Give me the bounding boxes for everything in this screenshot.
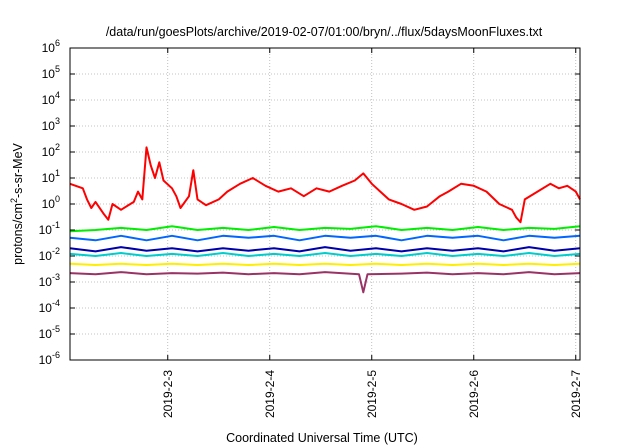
y-axis-label: protons/cm2-s-sr-MeV bbox=[9, 142, 25, 264]
y-tick-label: 100 bbox=[42, 194, 60, 211]
series-line-2 bbox=[69, 225, 581, 233]
x-tick-label: 2019-2-4 bbox=[263, 370, 277, 418]
y-tick-label: 10-4 bbox=[39, 298, 60, 315]
y-tick-label: 104 bbox=[42, 90, 60, 107]
x-tick-label: 2019-2-3 bbox=[161, 370, 175, 418]
series-layer bbox=[69, 146, 581, 294]
series-line-7 bbox=[69, 271, 581, 294]
y-tick-label: 105 bbox=[42, 64, 60, 81]
series-line-3 bbox=[69, 234, 581, 242]
y-tick-label: 101 bbox=[42, 168, 60, 185]
x-tick-label: 2019-2-6 bbox=[467, 370, 481, 418]
y-tick-label: 10-2 bbox=[39, 246, 60, 263]
x-axis: 2019-2-3 2019-2-4 2019-2-5 2019-2-6 2019-2-7 bbox=[161, 48, 583, 418]
y-tick-label: 106 bbox=[42, 38, 60, 55]
y-tick-label: 103 bbox=[42, 116, 60, 133]
chart-title: /data/run/goesPlots/archive/2019-02-07/0… bbox=[106, 25, 543, 39]
grid bbox=[70, 48, 580, 360]
x-tick-label: 2019-2-7 bbox=[569, 370, 583, 418]
y-axis: 10-6 10-5 10-4 10-3 10-2 10-1 100 101 102 103 104 1… bbox=[39, 38, 580, 367]
series-line-4 bbox=[69, 246, 581, 253]
y-tick-label: 10-3 bbox=[39, 272, 60, 289]
y-tick-label: 10-6 bbox=[39, 350, 60, 367]
y-tick-label: 10-5 bbox=[39, 324, 60, 341]
y-tick-label: 10-1 bbox=[39, 220, 60, 237]
series-line-6 bbox=[69, 262, 581, 266]
x-axis-label: Coordinated Universal Time (UTC) bbox=[226, 431, 418, 445]
y-tick-label: 102 bbox=[42, 142, 60, 159]
series-line-1 bbox=[69, 146, 581, 224]
series-line-5 bbox=[69, 252, 581, 257]
x-tick-label: 2019-2-5 bbox=[365, 370, 379, 418]
